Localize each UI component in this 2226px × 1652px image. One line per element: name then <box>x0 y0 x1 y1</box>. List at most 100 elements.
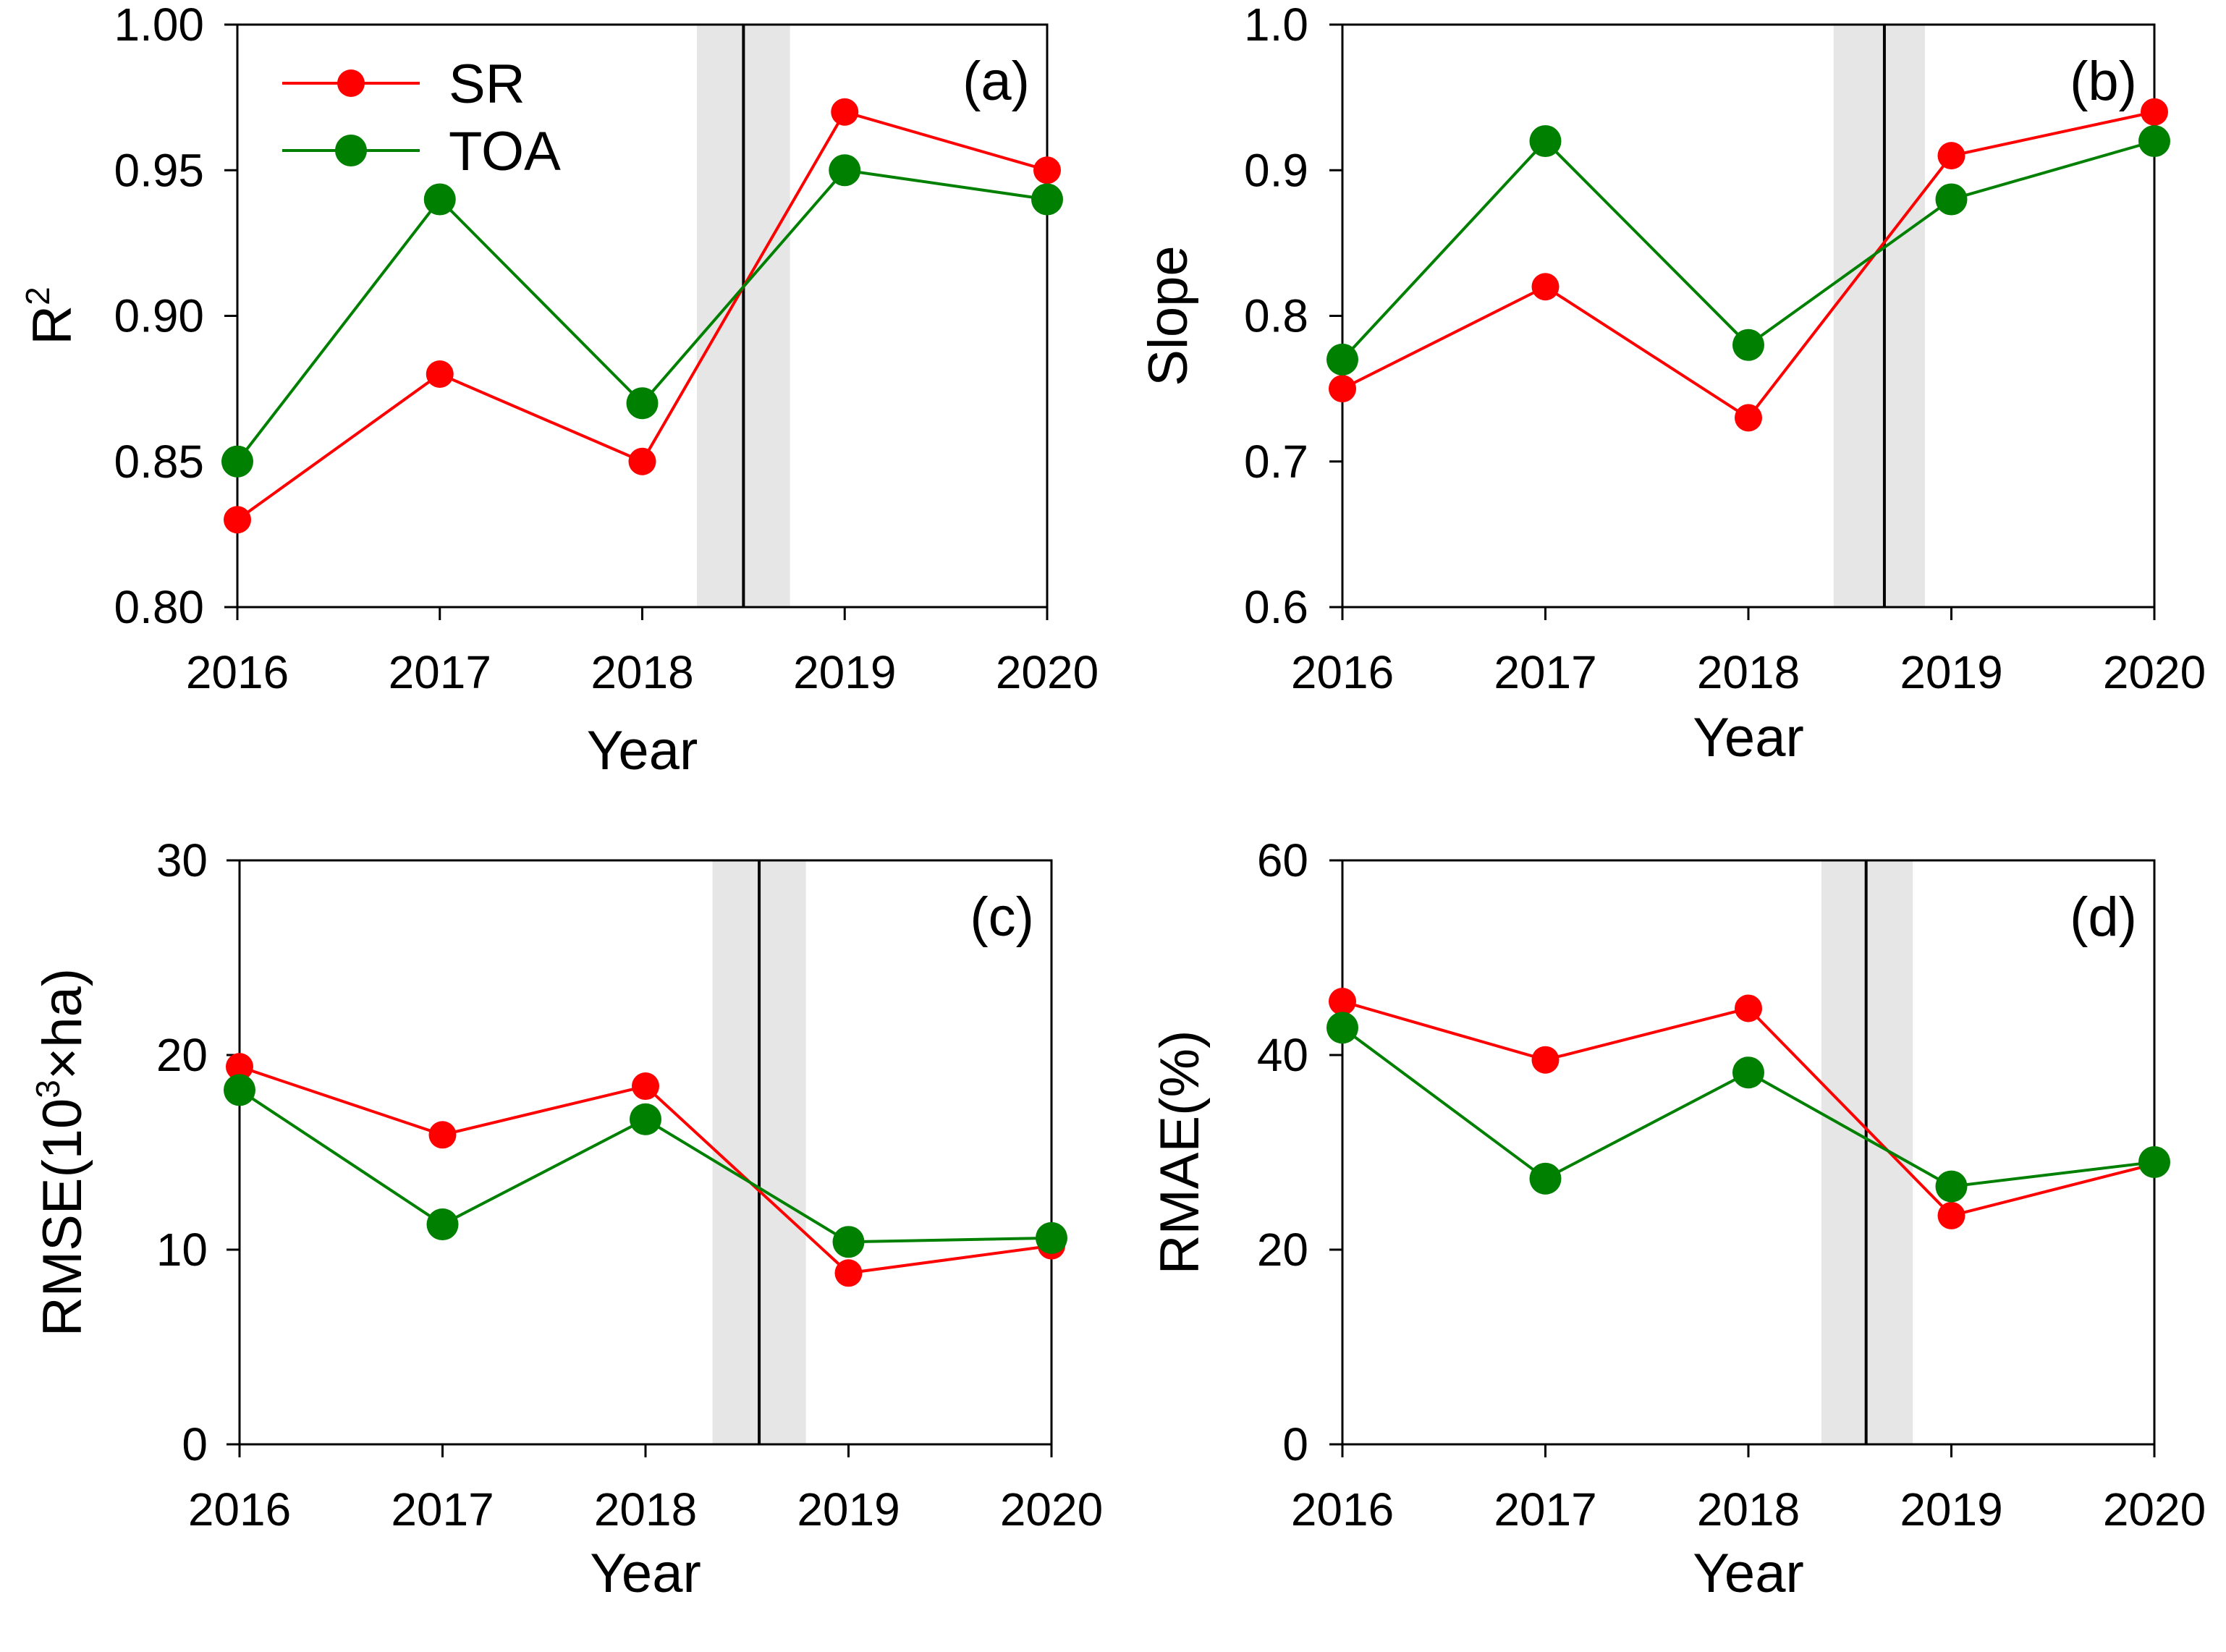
data-point-toa <box>224 1074 255 1106</box>
data-point-toa <box>423 183 456 216</box>
x-tick-label: 2016 <box>186 646 289 698</box>
data-point-toa <box>1935 1170 1968 1203</box>
x-tick-label: 2019 <box>793 646 896 698</box>
plot-frame <box>1341 23 2156 609</box>
data-point-sr <box>1531 273 1560 301</box>
data-point-toa <box>1036 1221 1067 1254</box>
legend-marker-sr <box>337 69 365 97</box>
chart-panel-d: 0 20 40 60 2016 2017 2018 2019 2020 Year RMAE(%) (d… <box>1149 834 2206 1604</box>
data-point-sr <box>2141 98 2168 126</box>
series-line-sr <box>1342 1000 2155 1218</box>
legend-label-toa: TOA <box>449 121 561 182</box>
chart-panel-b: 0.6 0.7 0.8 0.9 1.0 2016 2017 2018 2019 2020 Year S… <box>1138 0 2206 768</box>
data-point-toa <box>1529 1162 1562 1195</box>
y-tick-label: 0.95 <box>114 144 204 196</box>
y-tick-label: 0 <box>182 1418 208 1470</box>
y-tick-label: 0.7 <box>1244 436 1308 488</box>
x-tick-label: 2019 <box>1900 1483 2002 1535</box>
y-axis-label: Slope <box>1138 245 1199 386</box>
x-tick-label: 2016 <box>1291 646 1394 698</box>
x-tick-label: 2016 <box>188 1483 291 1535</box>
chart-panel-c: 0 10 20 30 2016 2017 2018 2019 2020 Year RMSE(103×… <box>29 834 1103 1604</box>
chart-panel-a: 0.80 0.85 0.90 0.95 1.00 2016 2017 2018 2019 2020… <box>19 0 1099 781</box>
y-tick-label: 1.0 <box>1244 0 1308 51</box>
data-point-toa <box>1326 1012 1358 1044</box>
x-axis-label: Year <box>587 720 698 781</box>
data-point-sr <box>834 1259 863 1287</box>
legend-label-sr: SR <box>449 54 525 115</box>
data-point-sr <box>226 1053 253 1081</box>
y-axis-label: R2 <box>19 287 83 344</box>
x-tick-label: 2018 <box>1697 1483 1800 1535</box>
series-line-toa <box>1341 1026 2155 1188</box>
data-point-toa <box>1529 125 1562 157</box>
data-point-sr <box>1735 994 1762 1022</box>
x-tick-label: 2017 <box>391 1483 494 1535</box>
data-point-sr <box>831 98 859 126</box>
x-tick-label: 2017 <box>1494 1483 1596 1535</box>
y-tick-label: 60 <box>1257 834 1308 886</box>
panel-label: (a) <box>962 51 1030 112</box>
x-tick-label: 2016 <box>1291 1483 1394 1535</box>
plot-frame <box>1341 859 2156 1446</box>
y-tick-label: 40 <box>1257 1029 1308 1081</box>
data-point-toa <box>1031 183 1063 216</box>
x-tick-label: 2020 <box>1000 1483 1103 1535</box>
x-tick-label: 2019 <box>1900 646 2002 698</box>
x-axis-label: Year <box>1693 707 1804 768</box>
panel-label: (b) <box>2070 51 2137 112</box>
panel-label: (c) <box>970 886 1034 948</box>
data-point-toa <box>829 154 861 187</box>
data-point-toa <box>1935 183 1968 216</box>
legend-marker-toa <box>335 135 367 166</box>
data-point-sr <box>1531 1046 1560 1074</box>
x-tick-label: 2020 <box>2103 646 2206 698</box>
x-tick-label: 2020 <box>996 646 1099 698</box>
x-tick-label: 2018 <box>594 1483 697 1535</box>
y-tick-label: 20 <box>1257 1224 1308 1276</box>
series-line-sr <box>1342 110 2155 420</box>
y-axis-label: RMSE(103×ha) <box>29 968 93 1337</box>
data-point-sr <box>1937 142 1965 170</box>
y-tick-label: 20 <box>156 1029 208 1081</box>
y-tick-label: 30 <box>156 834 208 886</box>
panel-label: (d) <box>2070 886 2137 948</box>
data-point-sr <box>426 360 454 388</box>
data-point-sr <box>1937 1201 1965 1229</box>
x-tick-label: 2019 <box>797 1483 900 1535</box>
plot-frame <box>238 859 1053 1446</box>
data-point-toa <box>221 445 253 478</box>
x-axis-label: Year <box>590 1543 701 1604</box>
data-point-sr <box>1329 988 1356 1016</box>
data-point-sr <box>1033 156 1061 185</box>
data-point-sr <box>224 506 251 534</box>
y-tick-label: 0.9 <box>1244 144 1308 196</box>
y-tick-label: 0.6 <box>1244 581 1308 633</box>
x-tick-label: 2017 <box>1494 646 1596 698</box>
data-point-toa <box>426 1208 459 1241</box>
plot-frame <box>236 23 1049 609</box>
data-point-sr <box>628 447 656 475</box>
data-point-toa <box>2138 1145 2170 1178</box>
y-tick-label: 0 <box>1282 1418 1308 1470</box>
x-tick-label: 2018 <box>1697 646 1800 698</box>
shaded-band <box>1833 25 1926 607</box>
data-point-toa <box>1326 343 1358 376</box>
y-tick-label: 0.80 <box>114 581 204 633</box>
y-tick-label: 1.00 <box>114 0 204 51</box>
data-point-sr <box>428 1121 457 1149</box>
y-tick-label: 0.8 <box>1244 290 1308 342</box>
y-tick-label: 0.85 <box>114 436 204 488</box>
data-point-sr <box>1329 375 1356 403</box>
x-tick-label: 2018 <box>591 646 693 698</box>
data-point-sr <box>632 1072 659 1101</box>
data-point-toa <box>1732 329 1764 361</box>
data-point-toa <box>630 1103 661 1135</box>
y-tick-label: 10 <box>156 1224 208 1276</box>
data-point-toa <box>2138 125 2170 157</box>
data-point-toa <box>626 387 659 420</box>
x-axis-label: Year <box>1693 1543 1804 1604</box>
y-tick-label: 0.90 <box>114 290 204 342</box>
